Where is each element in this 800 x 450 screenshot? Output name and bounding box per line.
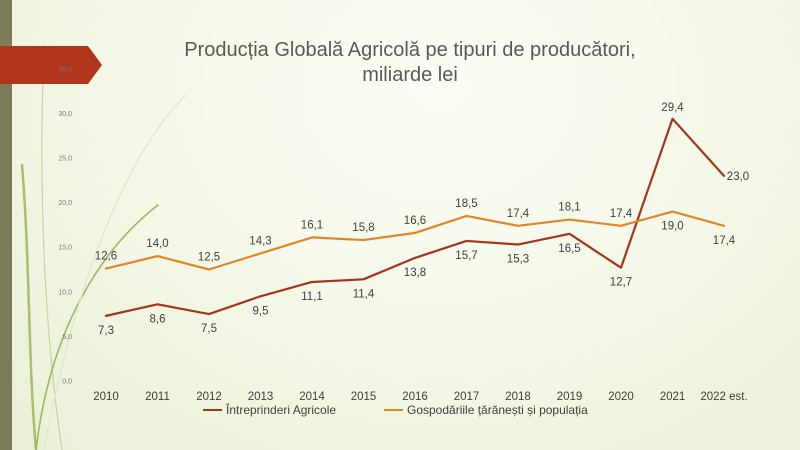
y-axis: 0,0 5,0 10,0 15,0 20,0 25,0 30,0 35,0	[58, 66, 72, 385]
left-decorative-band	[0, 0, 12, 450]
data-label-gospodarii-populatia: 12,6	[95, 251, 117, 263]
data-label-intreprinderi-agricole: 9,5	[253, 305, 269, 317]
data-label-intreprinderi-agricole: 11,4	[353, 288, 375, 300]
data-label-intreprinderi-agricole: 8,6	[150, 313, 166, 325]
data-label-gospodarii-populatia: 14,0	[146, 238, 168, 250]
x-tick-label: 2014	[299, 391, 325, 403]
data-label-gospodarii-populatia: 16,1	[301, 219, 323, 231]
chart-title: Producția Globală Agricolă pe tipuri de …	[184, 39, 635, 61]
x-tick-label: 2012	[196, 391, 222, 403]
data-label-intreprinderi-agricole: 11,1	[301, 291, 323, 303]
y-tick-label: 25,0	[58, 156, 72, 163]
data-label-intreprinderi-agricole: 29,4	[661, 102, 684, 114]
data-label-intreprinderi-agricole: 7,3	[98, 325, 114, 337]
data-label-intreprinderi-agricole: 12,7	[610, 277, 632, 289]
x-tick-label: 2011	[145, 391, 170, 403]
y-tick-label: 30,0	[58, 111, 72, 118]
x-tick-label: 2020	[608, 391, 634, 403]
data-label-intreprinderi-agricole: 7,5	[201, 323, 217, 335]
legend-label-intreprinderi: Întreprinderi Agricole	[225, 402, 336, 417]
data-label-gospodarii-populatia: 18,1	[558, 202, 580, 214]
data-label-gospodarii-populatia: 17,4	[713, 235, 736, 247]
data-label-intreprinderi-agricole: 16,5	[558, 243, 580, 255]
data-labels: 7,3 12,6 8,6 14,0 7,5 12,5 9,5 14,3 11,1 16,1 11,4…	[95, 102, 749, 337]
data-label-gospodarii-populatia: 15,8	[352, 222, 374, 234]
y-tick-label: 10,0	[58, 289, 72, 296]
data-label-intreprinderi-agricole: 13,8	[404, 267, 426, 279]
data-label-gospodarii-populatia: 18,5	[455, 198, 477, 210]
y-tick-label: 5,0	[62, 334, 72, 341]
x-tick-label: 2015	[351, 391, 377, 403]
data-label-gospodarii-populatia: 17,4	[610, 208, 633, 220]
data-label-intreprinderi-agricole: 15,3	[507, 254, 529, 266]
data-label-gospodarii-populatia: 19,0	[661, 221, 683, 233]
x-axis: 2010 2011 2012 2013 2014 2015 2016 2017 2018 2019…	[93, 391, 747, 403]
y-tick-label: 0,0	[62, 379, 72, 386]
x-tick-label: 2019	[557, 391, 583, 403]
decorative-swirl	[20, 44, 187, 450]
series-line-intreprinderi-agricole	[104, 117, 726, 317]
y-tick-label: 35,0	[58, 66, 72, 73]
chart-title-line2: miliarde lei	[362, 64, 458, 86]
series-line-gospodarii-populatia	[104, 210, 726, 271]
legend: Întreprinderi Agricole Gospodăriile țără…	[203, 402, 588, 417]
accent-arrow	[0, 46, 102, 84]
x-tick-label: 2017	[454, 391, 480, 403]
legend-label-gospodarii: Gospodăriile țărănești și populația	[407, 403, 588, 417]
x-tick-label: 2010	[93, 391, 119, 403]
x-tick-label: 2018	[505, 391, 531, 403]
data-label-gospodarii-populatia: 16,6	[404, 215, 426, 227]
x-tick-label: 2022 est.	[700, 391, 747, 403]
x-tick-label: 2021	[660, 391, 686, 403]
data-label-gospodarii-populatia: 17,4	[507, 208, 530, 220]
y-tick-label: 15,0	[58, 245, 72, 252]
plot-area	[104, 117, 726, 317]
data-label-gospodarii-populatia: 14,3	[249, 235, 271, 247]
data-label-gospodarii-populatia: 12,5	[198, 252, 220, 264]
x-tick-label: 2016	[402, 391, 428, 403]
data-label-intreprinderi-agricole: 15,7	[455, 250, 477, 262]
x-tick-label: 2013	[248, 391, 274, 403]
data-label-intreprinderi-agricole: 23,0	[727, 171, 749, 183]
y-tick-label: 20,0	[58, 200, 72, 207]
